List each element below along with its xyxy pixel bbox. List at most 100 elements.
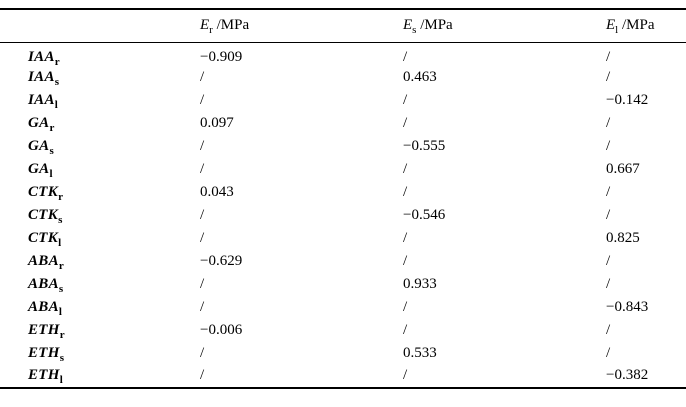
row-label: GAs (0, 135, 200, 158)
hormone-subscript: r (54, 55, 60, 68)
cell-el: −0.142 (606, 91, 649, 108)
table-row: GAl //0.667 (0, 158, 686, 181)
table-body: IAAr −0.909// IAAs/0.463/IAAl / / −0.142 GAr 0.… (0, 42, 686, 388)
hormone-subscript: s (58, 282, 64, 295)
hormone-subscript: l (59, 374, 64, 386)
hormone-subscript: r (59, 328, 65, 341)
cell-es: / (403, 91, 408, 108)
row-label: IAAs (0, 66, 200, 89)
table-row: ETHs/0.533/ (0, 342, 686, 365)
cell-es: 0.463 (403, 68, 437, 85)
cell-er: / (200, 229, 205, 246)
cell-el: / (606, 206, 611, 223)
hormone-name: ETH (28, 321, 60, 338)
cell-el: / (606, 275, 611, 292)
header-cell-empty (0, 9, 200, 43)
cell-el: / (606, 321, 611, 338)
cell-er: 0.043 (200, 183, 234, 200)
row-label: IAAl (0, 89, 200, 112)
hormone-subscript: l (54, 98, 59, 111)
table-row: ABAs/0.933/ (0, 273, 686, 296)
hormone-name: CTK (28, 229, 59, 246)
hormone-subscript: s (49, 144, 55, 157)
hormone-name: CTK (28, 183, 59, 200)
cell-el: −0.382 (606, 367, 649, 383)
cell-er: / (200, 91, 205, 108)
hormone-subscript: r (49, 121, 55, 134)
table-header: Er /MPa Es /MPa El /MPa (0, 9, 686, 43)
hormone-name: ABA (28, 298, 59, 315)
table-row: ABAr −0.629// (0, 250, 686, 273)
hormone-name: GA (28, 114, 50, 131)
es-symbol: E (403, 17, 413, 34)
cell-er: 0.097 (200, 114, 234, 131)
hormone-name: IAA (28, 91, 55, 108)
hormone-subscript: l (58, 305, 63, 318)
cell-er: / (200, 298, 205, 315)
row-label: ETHl (0, 365, 200, 388)
row-label: GAr (0, 112, 200, 135)
hormone-name: ABA (28, 275, 59, 292)
hormone-name: CTK (28, 206, 59, 223)
es-unit: /MPa (416, 17, 453, 34)
cell-es: / (403, 229, 408, 246)
cell-el: / (606, 137, 611, 154)
cell-es: / (403, 183, 408, 200)
table-row: CTKr 0.043// (0, 181, 686, 204)
er-subscript: r (209, 24, 213, 37)
row-label: CTKs (0, 204, 200, 227)
es-subscript: s (412, 24, 417, 37)
hormone-name: ETH (28, 367, 60, 383)
cell-es: / (403, 48, 408, 65)
hormone-name: ABA (28, 252, 59, 269)
correlation-table: Er /MPa Es /MPa El /MPa IAAr −0.909// IAAs… (0, 8, 686, 389)
cell-es: / (403, 252, 408, 269)
hormone-subscript: s (58, 213, 63, 226)
cell-el: / (606, 48, 611, 65)
table-row: IAAr −0.909// (0, 42, 686, 68)
cell-er: / (200, 160, 205, 177)
hormone-subscript: l (58, 236, 62, 249)
cell-es: 0.533 (403, 344, 437, 361)
er-unit: /MPa (212, 17, 250, 34)
table-row: ETHl / / −0.382 (0, 365, 686, 388)
table-row: GAs / −0.555/ (0, 135, 686, 158)
cell-es: −0.555 (403, 137, 446, 154)
row-label: ABAs (0, 273, 200, 296)
cell-er: / (200, 275, 205, 292)
table-row: ABAl / / −0.843 (0, 296, 686, 319)
el-symbol: E (606, 17, 616, 34)
hormone-name: IAA (28, 48, 55, 65)
er-symbol: E (200, 17, 210, 34)
row-label: IAAr (0, 42, 200, 68)
cell-el: / (606, 344, 611, 361)
row-label: CTKl (0, 227, 200, 250)
cell-er: / (200, 68, 205, 85)
row-label: ETHr (0, 319, 200, 342)
hormone-name: IAA (28, 68, 55, 85)
hormone-name: ETH (28, 344, 60, 361)
cell-er: −0.006 (200, 321, 243, 338)
cell-es: / (403, 114, 408, 131)
cell-es: / (403, 367, 408, 383)
cell-er: / (200, 206, 205, 223)
hormone-subscript: r (58, 190, 64, 203)
hormone-subscript: r (58, 259, 65, 272)
header-cell-el: El /MPa (606, 9, 686, 43)
cell-er: / (200, 367, 205, 383)
cell-es: −0.546 (403, 206, 446, 223)
table-row: GAr 0.097// (0, 112, 686, 135)
row-label: GAl (0, 158, 200, 181)
table-row: IAAs/0.463/ (0, 66, 686, 89)
table-row: ETHr −0.006// (0, 319, 686, 342)
cell-el: / (606, 252, 611, 269)
row-label: ABAr (0, 250, 200, 273)
hormone-name: GA (28, 160, 50, 177)
cell-er: −0.909 (200, 48, 243, 65)
row-label: ETHs (0, 342, 200, 365)
hormone-name: GA (28, 137, 50, 154)
cell-es: / (403, 160, 408, 177)
cell-er: / (200, 137, 205, 154)
cell-er: / (200, 344, 205, 361)
